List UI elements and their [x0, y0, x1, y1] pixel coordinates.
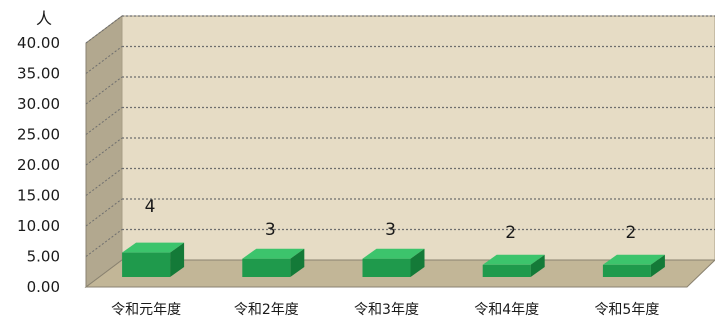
bars	[122, 242, 665, 277]
bar-front	[602, 264, 651, 277]
bar-front	[362, 258, 411, 277]
y-tick-label: 40.00	[17, 34, 60, 52]
bar-side	[290, 248, 305, 277]
gridline-side	[85, 15, 123, 44]
chart-side-wall	[85, 15, 123, 288]
data-label: 3	[385, 220, 396, 240]
bar-front	[122, 252, 171, 277]
bar-front	[482, 264, 531, 277]
y-tick-label: 10.00	[17, 217, 60, 235]
bar-front	[242, 258, 291, 277]
y-tick-label: 30.00	[17, 95, 60, 113]
bar-top	[362, 248, 425, 259]
y-tick-label: 15.00	[17, 187, 60, 205]
bar	[482, 254, 545, 277]
data-label: 3	[265, 220, 276, 240]
y-tick-label: 25.00	[17, 126, 60, 144]
y-tick-label: 20.00	[17, 156, 60, 174]
bar-top	[602, 254, 665, 265]
data-label: 2	[625, 223, 636, 243]
y-tick-label: 5.00	[27, 248, 60, 266]
data-labels: 4 3 3 2 2	[145, 197, 637, 243]
bar-side	[410, 248, 425, 277]
y-tick-label: 0.00	[27, 278, 60, 296]
data-label: 4	[145, 197, 156, 217]
data-label: 2	[505, 223, 516, 243]
gridline-side	[85, 137, 123, 166]
gridlines	[85, 15, 715, 257]
bar	[602, 254, 665, 277]
y-tick-label: 35.00	[17, 65, 60, 83]
x-category-label: 令和3年度	[354, 302, 419, 318]
bar	[122, 242, 185, 277]
y-axis-ticks: 0.00 5.00 10.00 15.00 20.00 25.00 30.00 35.00 40…	[17, 34, 60, 296]
gridline-side	[85, 107, 123, 135]
bar	[242, 248, 305, 277]
bar-side	[170, 242, 185, 277]
gridline-side	[85, 229, 123, 257]
bar-top	[482, 254, 545, 265]
bar-top	[242, 248, 305, 259]
gridline-side	[85, 198, 123, 227]
bar-side	[530, 254, 545, 277]
gridline-side	[85, 168, 123, 196]
x-category-label: 令和元年度	[111, 302, 181, 318]
gridline-side	[85, 46, 123, 74]
x-category-label: 令和4年度	[474, 302, 539, 318]
bar-top	[122, 242, 185, 253]
x-category-label: 令和5年度	[594, 302, 659, 318]
gridline-side	[85, 76, 123, 105]
bar-side	[650, 254, 665, 277]
x-axis-categories: 令和元年度 令和2年度 令和3年度 令和4年度 令和5年度	[111, 302, 659, 318]
bar	[362, 248, 425, 277]
x-category-label: 令和2年度	[234, 302, 299, 318]
y-axis-unit: 人	[36, 9, 52, 28]
